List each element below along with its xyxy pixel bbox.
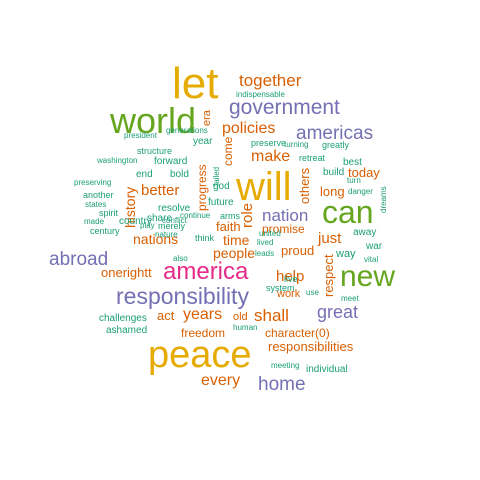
word-long: long [320,184,345,199]
word-let: let [172,59,219,108]
word-war: war [366,241,383,252]
word-washington: washington [97,156,138,165]
word-nature: nature [155,230,178,239]
word-meeting: meeting [271,361,300,370]
word-every: every [201,372,241,389]
word-preserving: preserving [74,178,112,187]
word-year: year [193,136,213,147]
word-spirit: spirit [99,208,119,218]
word-live: live [284,274,298,284]
word-turn: turn [347,176,361,185]
word-vital: vital [364,255,379,264]
word-president: president [124,131,157,140]
word-come: come [221,137,235,167]
word-responsibilities: responsibilities [268,339,354,354]
word-make: make [251,148,291,165]
word-better: better [141,182,180,199]
word-future: future [208,197,234,208]
word-new: new [340,260,396,293]
word-united: united [259,229,281,238]
word-nations: nations [133,231,179,247]
word-today: today [348,165,380,180]
word-years: years [183,306,223,323]
word-onerightt: onerightt [101,265,152,280]
word-faith: faith [216,219,241,234]
word-work: work [277,288,301,300]
word-meet: meet [341,294,359,303]
word-just: just [318,230,342,247]
word-will: will [236,165,292,209]
word-play: play [140,221,155,230]
word-god: god [213,181,230,192]
word-challenges: challenges [99,313,147,324]
word-proud: proud [281,243,315,258]
word-abroad: abroad [49,249,109,270]
word-promise: promise [262,222,305,236]
word-great: great [317,302,359,322]
word-together: together [239,71,302,90]
word-dreams: dreams [379,186,388,214]
word-policies: policies [222,120,276,137]
word-character-0: character(0) [265,326,330,340]
word-ashamed: ashamed [106,325,148,336]
word-leads: leads [255,249,275,258]
word-responsibility: responsibility [116,283,249,309]
word-made: made [84,217,105,226]
word-indispensable: indispensable [236,90,285,99]
word-country: country [119,216,152,227]
word-system: system [266,283,295,293]
word-continue: continue [180,211,211,220]
word-role: role [239,202,256,228]
word-nation: nation [262,206,309,225]
word-way: way [336,248,356,260]
word-arms: arms [220,211,240,221]
word-resolve: resolve [158,203,191,214]
word-lived: lived [257,238,274,247]
word-government: government [229,96,340,119]
word-retreat: retreat [299,153,326,163]
word-structure: structure [137,146,173,156]
word-generations: generations [166,126,208,135]
word-forward: forward [154,156,188,167]
word-time: time [223,232,250,248]
word-act: act [157,308,175,323]
word-century: century [90,226,120,236]
word-progress: progress [195,164,209,211]
word-share: share [147,213,173,224]
word-others: others [297,167,312,204]
word-can: can [322,194,374,230]
word-bold: bold [170,169,189,180]
word-greatly: greatly [322,140,350,150]
word-americas: americas [296,123,374,144]
word-freedom: freedom [181,326,226,340]
word-end: end [136,169,153,180]
word-america: america [163,258,249,285]
word-away: away [353,227,377,238]
word-peace: peace [148,334,252,376]
word-failed: failed [212,167,221,187]
word-human: human [233,323,258,332]
word-conflict: conflict [162,216,187,225]
word-old: old [233,311,248,323]
word-also: also [173,254,188,263]
word-merely: merely [158,221,186,231]
word-world: world [110,100,197,141]
word-era: era [201,110,213,127]
word-another: another [83,190,114,200]
word-best: best [343,157,362,168]
word-danger: danger [348,187,373,196]
word-turning: turning [284,140,309,149]
word-respect: respect [321,254,336,298]
word-preserve: preserve [251,138,287,148]
word-individual: individual [306,364,348,375]
word-think: think [195,233,215,243]
word-people: people [213,245,256,261]
word-help: help [276,268,305,285]
word-states: states [85,200,107,209]
word-home: home [258,374,306,395]
word-build: build [323,167,345,178]
word-use: use [306,288,319,297]
word-shall: shall [254,306,289,325]
